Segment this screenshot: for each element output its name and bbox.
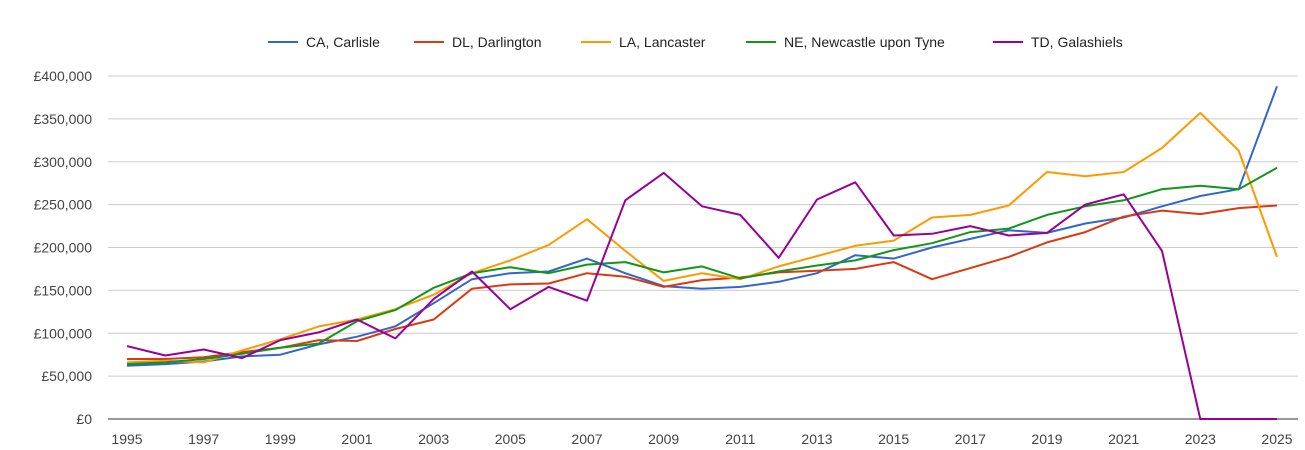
x-tick-label: 2007 bbox=[571, 431, 602, 447]
y-tick-label: £100,000 bbox=[34, 325, 93, 341]
y-tick-label: £50,000 bbox=[41, 368, 92, 384]
x-tick-label: 1999 bbox=[265, 431, 296, 447]
x-tick-label: 2021 bbox=[1108, 431, 1139, 447]
series-line-ca bbox=[126, 85, 1278, 367]
x-tick-label: 1995 bbox=[111, 431, 142, 447]
series-lines bbox=[126, 85, 1278, 420]
gridlines bbox=[108, 75, 1298, 420]
series-line-la bbox=[126, 111, 1278, 364]
legend-label: NE, Newcastle upon Tyne bbox=[784, 34, 945, 50]
x-tick-label: 2023 bbox=[1185, 431, 1216, 447]
x-tick-label: 2017 bbox=[955, 431, 986, 447]
legend: CA, Carlisle DL, Darlington LA, Lancaster N… bbox=[268, 34, 1123, 50]
x-tick-label: 2011 bbox=[725, 431, 755, 447]
x-tick-label: 2025 bbox=[1261, 431, 1292, 447]
legend-label: LA, Lancaster bbox=[619, 34, 706, 50]
y-tick-label: £200,000 bbox=[34, 240, 93, 256]
series-line-td bbox=[126, 171, 1277, 420]
series-line-ne bbox=[126, 166, 1278, 366]
x-tick-label: 2001 bbox=[341, 431, 372, 447]
y-tick-label: £150,000 bbox=[34, 282, 93, 298]
x-tick-label: 2019 bbox=[1031, 431, 1062, 447]
y-tick-label: £400,000 bbox=[34, 68, 93, 84]
y-tick-label: £350,000 bbox=[34, 111, 93, 127]
y-tick-label: £300,000 bbox=[34, 154, 93, 170]
y-tick-label: £250,000 bbox=[34, 197, 93, 213]
x-tick-label: 2003 bbox=[418, 431, 449, 447]
x-tick-label: 1997 bbox=[188, 431, 219, 447]
y-tick-label: £0 bbox=[76, 411, 92, 427]
x-tick-label: 2013 bbox=[801, 431, 832, 447]
legend-label: CA, Carlisle bbox=[306, 34, 380, 50]
series-line-dl bbox=[127, 204, 1278, 360]
legend-label: TD, Galashiels bbox=[1031, 34, 1123, 50]
legend-label: DL, Darlington bbox=[452, 34, 542, 50]
x-tick-label: 2009 bbox=[648, 431, 679, 447]
x-tick-label: 2005 bbox=[495, 431, 526, 447]
x-tick-label: 2015 bbox=[878, 431, 909, 447]
